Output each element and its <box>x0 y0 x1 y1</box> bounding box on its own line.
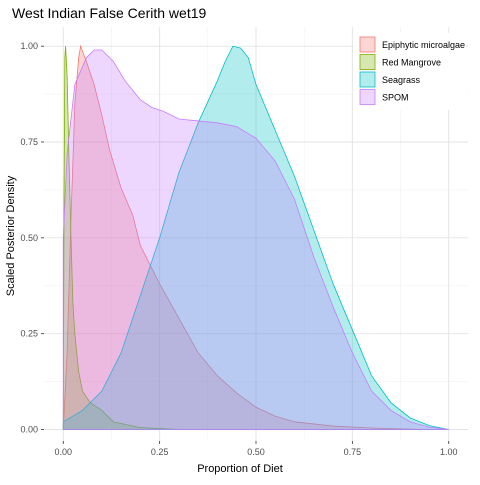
legend-label: Red Mangrove <box>382 58 441 68</box>
legend-box <box>354 33 466 110</box>
y-tick-label: 0.50 <box>20 233 38 243</box>
x-axis-label: Proportion of Diet <box>197 463 283 475</box>
x-tick-label: 0.75 <box>344 447 362 457</box>
y-tick-label: 1.00 <box>20 41 38 51</box>
legend-key <box>359 71 376 88</box>
area-spom <box>62 49 449 430</box>
y-tick-label: 0.25 <box>20 329 38 339</box>
legend-label: SPOM <box>382 93 409 103</box>
y-axis-label: Scaled Posterior Density <box>5 175 17 296</box>
x-tick-label: 0.25 <box>151 447 169 457</box>
legend: Epiphytic microalgae Red Mangrove Seagrass… <box>354 33 466 110</box>
area-red-mangrove <box>62 46 179 430</box>
chart-title: West Indian False Cerith wet19 <box>12 5 206 21</box>
x-tick-label: 1.00 <box>440 447 458 457</box>
density-areas <box>62 44 449 430</box>
legend-label: Epiphytic microalgae <box>382 40 465 50</box>
legend-label: Seagrass <box>382 75 421 85</box>
x-tick-label: 0.50 <box>247 447 265 457</box>
axes: 0.00 0.25 0.50 0.75 1.00 0.00 0.25 0.50 0.75 1.00 <box>20 41 457 457</box>
area-seagrass <box>62 45 449 430</box>
legend-key <box>359 36 376 53</box>
x-tick-label: 0.00 <box>55 447 73 457</box>
legend-key <box>359 89 376 105</box>
area-epiphytic-microalgae <box>62 44 430 430</box>
y-tick-label: 0.75 <box>20 137 38 147</box>
legend-key <box>359 54 376 70</box>
y-tick-label: 0.00 <box>20 425 38 435</box>
